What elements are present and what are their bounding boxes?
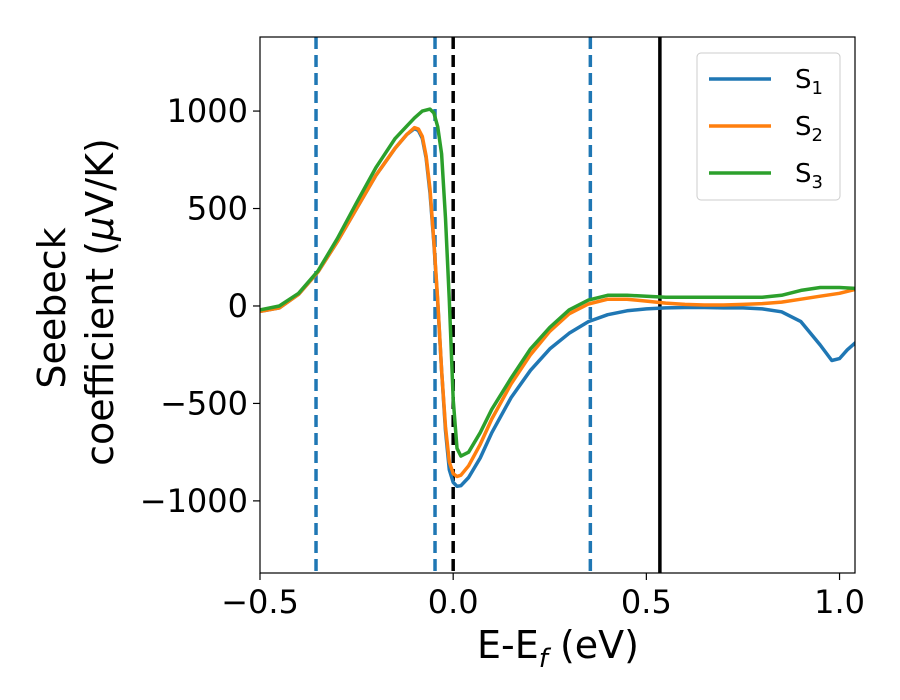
y-tick-label: −1000 [140,482,248,520]
series-line-s2 [260,125,855,479]
y-tick-label: 0 [228,287,248,325]
y-axis-title-line1: Seebeck [30,227,74,388]
y-tick-label: 1000 [167,92,248,130]
y-tick-label: −500 [160,384,248,422]
series-line-s3 [260,107,855,458]
x-axis-title: E-Ef (eV) [477,623,639,674]
x-tick-label: 0.5 [621,583,672,621]
plot-frame [259,36,856,574]
y-axis-title-line2: coefficient (μV/K) [78,138,122,466]
y-axis-title: Seebeck coefficient (μV/K) [30,138,122,466]
reference-lines [314,37,662,573]
legend-label-s1: S1 [795,65,823,99]
y-axis-ticks: −1000 −500 0 500 1000 [140,92,260,520]
legend: S1 S2 S3 [696,52,841,201]
x-tick-label: −0.5 [221,583,299,621]
x-tick-label: 0.0 [428,583,479,621]
series-lines [260,107,855,489]
x-axis-ticks: −0.5 0.0 0.5 1.0 [221,573,865,621]
y-tick-label: 500 [187,190,248,228]
legend-label-s2: S2 [795,112,823,146]
legend-label-s3: S3 [795,159,823,193]
x-tick-label: 1.0 [814,583,865,621]
